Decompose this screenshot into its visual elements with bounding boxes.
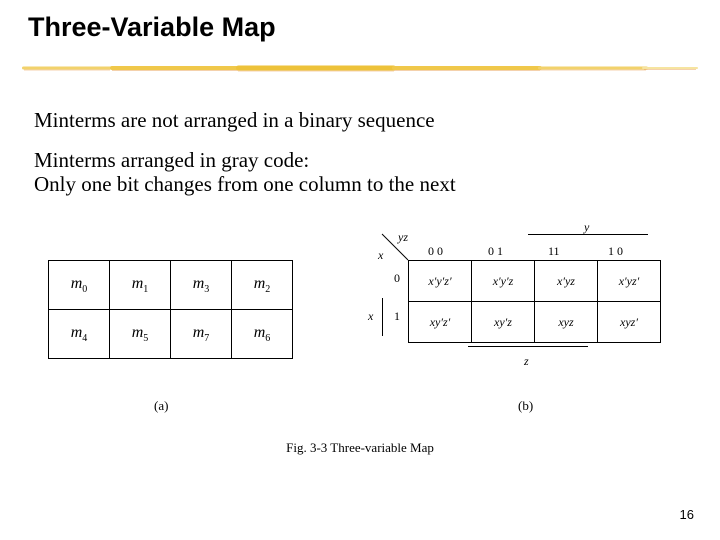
kmap-b-cell: x′yz xyxy=(535,261,598,302)
kmap-b-col-header: 0 1 xyxy=(488,244,503,259)
kmap-a-cell: m4 xyxy=(49,310,110,359)
kmap-b-cell: x′y′z′ xyxy=(409,261,472,302)
kmap-b-col-header: 11 xyxy=(548,244,560,259)
kmap-a-cell: m0 xyxy=(49,261,110,310)
kmap-a-cell: m7 xyxy=(171,310,232,359)
kmap-b-cell: xy′z xyxy=(472,302,535,343)
kmap-a-cell: m6 xyxy=(232,310,293,359)
kmap-a-cell: m5 xyxy=(110,310,171,359)
kmap-b-cell: xyz xyxy=(535,302,598,343)
kmap-b-col-header: 1 0 xyxy=(608,244,623,259)
kmap-b: yz x y x z 0 00 1111 0 01 x′y′z′x′y′zx′y… xyxy=(408,260,661,343)
kmap-b-cell: xyz′ xyxy=(598,302,661,343)
kmap-a-cell: m1 xyxy=(110,261,171,310)
kmap-b-table: x′y′z′x′y′zx′yzx′yz′ xy′z′xy′zxyzxyz′ xyxy=(408,260,661,343)
title-underline xyxy=(22,60,700,76)
z-var-label: z xyxy=(524,354,529,369)
body-line-3: Only one bit changes from one column to … xyxy=(34,172,456,197)
z-range-bar xyxy=(468,346,588,347)
kmap-b-col-header: 0 0 xyxy=(428,244,443,259)
kmap-b-row-header: 1 xyxy=(394,309,400,324)
corner-x-label: x xyxy=(378,248,383,263)
page-title: Three-Variable Map xyxy=(28,12,276,43)
kmap-a-cell: m3 xyxy=(171,261,232,310)
page-number: 16 xyxy=(680,507,694,522)
kmap-b-cell: x′yz′ xyxy=(598,261,661,302)
x-range-bar xyxy=(382,298,383,336)
kmap-b-cell: xy′z′ xyxy=(409,302,472,343)
corner-yz-label: yz xyxy=(398,230,408,245)
figure-b-label: (b) xyxy=(518,398,533,414)
y-range-bar xyxy=(528,234,648,235)
kmap-a-cell: m2 xyxy=(232,261,293,310)
kmap-b-row-header: 0 xyxy=(394,271,400,286)
figure-caption: Fig. 3-3 Three-variable Map xyxy=(0,440,720,456)
body-line-2: Minterms arranged in gray code: xyxy=(34,148,309,173)
y-var-label: y xyxy=(584,220,589,235)
body-line-1: Minterms are not arranged in a binary se… xyxy=(34,108,435,133)
kmap-b-cell: x′y′z xyxy=(472,261,535,302)
kmap-a-table: m0m1m3m2 m4m5m7m6 xyxy=(48,260,293,359)
x-var-label: x xyxy=(368,309,373,324)
figure-a-label: (a) xyxy=(154,398,168,414)
kmap-a: m0m1m3m2 m4m5m7m6 xyxy=(48,260,293,359)
